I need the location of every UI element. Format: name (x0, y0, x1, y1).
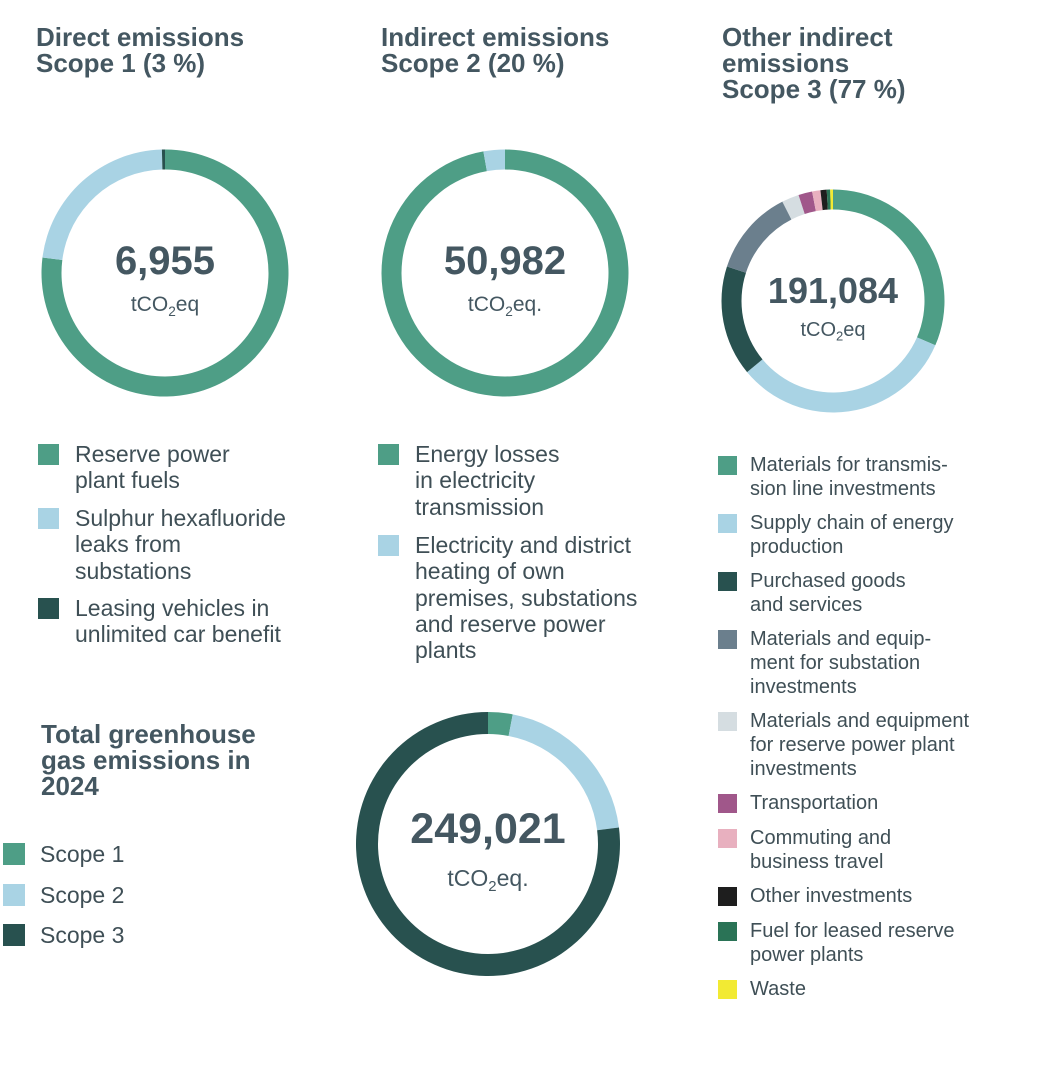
legend-swatch (378, 444, 399, 465)
donut-segment (508, 714, 619, 831)
legend-swatch (3, 924, 25, 946)
legend-label: Purchased goods and services (750, 570, 906, 616)
donut-segment (830, 189, 833, 210)
legend-item: Electricity and district heating of own … (378, 532, 678, 667)
legend-item: Supply chain of energy production (718, 511, 1018, 569)
legend-item: Other investments (718, 884, 1018, 919)
legend-item: Reserve power plant fuels (38, 441, 318, 505)
legend-item: Transportation (718, 791, 1018, 826)
legend-label: Supply chain of energy production (750, 512, 954, 558)
total-value: 249,021 (410, 805, 566, 853)
scope3-total-value: 191,084 (767, 270, 899, 311)
legend-label: Materials and equipment for reserve powe… (750, 710, 970, 780)
donut-segment (483, 149, 505, 172)
donut-segment (747, 337, 936, 413)
total-unit: tCO2eq. (447, 865, 529, 896)
total-title: Total greenhouse gas emissions in 2024 (41, 719, 256, 801)
legend-swatch (718, 456, 737, 475)
donut-segment (161, 149, 165, 170)
legend-item: Fuel for leased reserve power plants (718, 919, 1018, 977)
legend-item: Purchased goods and services (718, 569, 1018, 627)
legend-item: Commuting and business travel (718, 826, 1018, 884)
scope1-total-value: 6,955 (114, 239, 216, 283)
legend-item: Materials and equip- ment for substation… (718, 627, 1018, 709)
legend-label: Scope 2 (40, 881, 125, 908)
scope3-total-unit: tCO2eq (800, 319, 866, 344)
legend-swatch (718, 794, 737, 813)
legend-swatch (718, 922, 737, 941)
scope2-legend: Energy losses in electricity transmissio… (378, 441, 678, 667)
donut-segment (820, 189, 828, 211)
legend-label: Fuel for leased reserve power plants (750, 920, 955, 966)
legend-swatch (718, 887, 737, 906)
total-donut (356, 712, 620, 976)
legend-label: Reserve power plant fuels (75, 441, 230, 494)
scope1-donut (41, 149, 289, 397)
legend-item: Materials for transmis- sion line invest… (718, 453, 1018, 511)
legend-swatch (718, 712, 737, 731)
legend-label: Scope 3 (40, 922, 125, 948)
scope1-title: Direct emissions Scope 1 (3 %) (36, 22, 245, 78)
legend-swatch (718, 630, 737, 649)
legend-swatch (718, 514, 737, 533)
legend-item: Leasing vehicles in unlimited car benefi… (38, 595, 318, 655)
legend-item: Materials and equipment for reserve powe… (718, 709, 1018, 791)
scope2-title: Indirect emissions Scope 2 (20 %) (381, 22, 610, 78)
scope3-title: Other indirect emissions Scope 3 (77 %) (722, 22, 906, 104)
scope1-legend: Reserve power plant fuels Sulphur hexafl… (38, 441, 318, 655)
scope2-total-value: 50,982 (443, 239, 567, 283)
legend-swatch (38, 598, 59, 619)
legend-label: Waste (750, 978, 806, 1000)
scope2-total-unit: tCO2eq. (467, 293, 543, 319)
legend-label: Commuting and business travel (750, 827, 892, 873)
legend-label: Scope 1 (40, 841, 125, 867)
donut-segment (488, 712, 513, 736)
legend-item: Energy losses in electricity transmissio… (378, 441, 678, 532)
legend-label: Other investments (750, 885, 913, 907)
legend-swatch (3, 883, 25, 906)
legend-label: Energy losses in electricity transmissio… (415, 441, 560, 520)
scope3-legend: Materials for transmis- sion line invest… (718, 453, 1018, 1007)
legend-item: Waste (718, 977, 1018, 1007)
legend-label: Electricity and district heating of own … (415, 532, 638, 664)
legend-item: Scope 3 (3, 921, 223, 962)
donut-segment (42, 149, 163, 261)
legend-label: Transportation (750, 792, 879, 814)
total-legend: Scope 1 Scope 2 Scope 3 (3, 840, 223, 962)
legend-swatch (38, 444, 59, 465)
donut-segment (826, 189, 831, 210)
legend-label: Materials and equip- ment for substation… (750, 628, 932, 698)
legend-item: Scope 2 (3, 881, 223, 922)
legend-swatch (3, 843, 25, 865)
legend-item: Scope 1 (3, 840, 223, 881)
donut-segment (798, 191, 816, 214)
legend-label: Sulphur hexafluoride leaks from substati… (75, 505, 286, 584)
legend-swatch (718, 572, 737, 591)
donut-segment (782, 194, 805, 220)
donut-segment (833, 189, 945, 346)
legend-swatch (718, 829, 737, 848)
scope1-total-unit: tCO2eq (130, 293, 200, 319)
legend-swatch (378, 535, 399, 556)
legend-item: Sulphur hexafluoride leaks from substati… (38, 505, 318, 595)
legend-label: Materials for transmis- sion line invest… (750, 454, 948, 500)
donut-segment (726, 201, 792, 273)
legend-label: Leasing vehicles in unlimited car benefi… (75, 595, 281, 648)
donut-segment (812, 190, 823, 212)
legend-swatch (718, 980, 737, 999)
legend-swatch (38, 508, 59, 529)
scope2-donut (381, 149, 629, 397)
donut-segment (721, 266, 763, 373)
scope3-donut (721, 189, 945, 413)
